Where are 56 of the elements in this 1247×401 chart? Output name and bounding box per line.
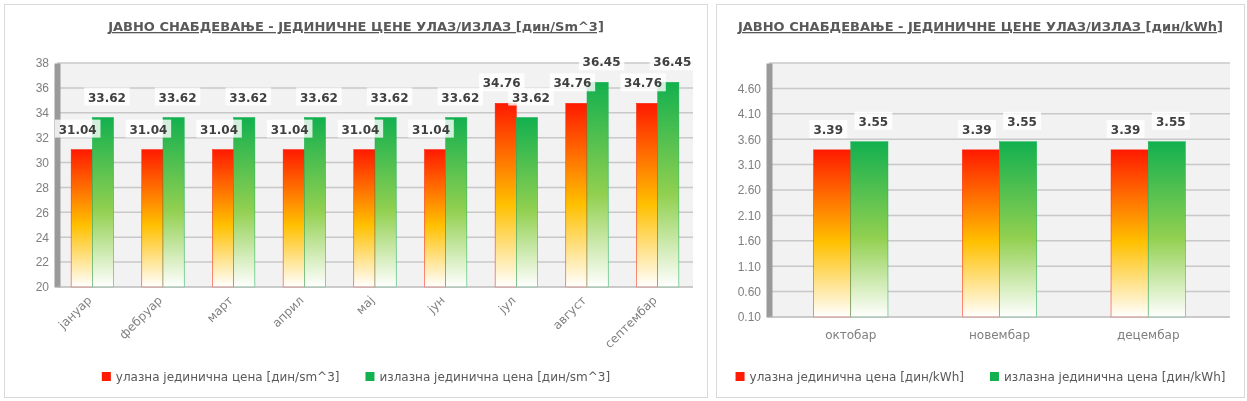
y-tick-label: 2.60 xyxy=(737,183,762,198)
y-tick-label: 0.60 xyxy=(737,284,762,299)
x-tick-label: јул xyxy=(495,293,519,317)
y-tick-label: 3.10 xyxy=(737,157,762,172)
y-tick-label: 28 xyxy=(35,180,50,195)
y-tick-label: 1.60 xyxy=(737,234,762,249)
legend-label: улазна јединична цена [дин/sm^3] xyxy=(115,370,340,384)
y-tick-label: 1.10 xyxy=(737,259,762,274)
data-label: 33.62 xyxy=(299,90,338,105)
data-label: 36.45 xyxy=(582,55,621,70)
x-tick-label: децембар xyxy=(1116,328,1180,342)
y-tick-label: 2.10 xyxy=(737,208,762,223)
data-label: 3.55 xyxy=(858,114,889,129)
data-label: 31.04 xyxy=(58,122,97,137)
y-tick-label: 26 xyxy=(35,205,50,220)
y-tick-label: 4.10 xyxy=(737,107,762,122)
data-label: 36.45 xyxy=(653,55,692,70)
x-tick-label: октобар xyxy=(825,328,877,342)
x-tick-label: новембар xyxy=(968,328,1031,342)
y-tick-label: 4.60 xyxy=(737,81,762,96)
data-label: 3.39 xyxy=(813,122,844,137)
data-label: 33.62 xyxy=(229,90,268,105)
data-label: 33.62 xyxy=(511,90,550,105)
y-tick-label: 20 xyxy=(35,280,50,295)
data-label: 31.04 xyxy=(200,122,239,137)
data-label: 3.55 xyxy=(1007,114,1037,129)
data-label: 3.55 xyxy=(1155,114,1186,129)
y-tick-label: 32 xyxy=(35,131,50,146)
data-label: 33.62 xyxy=(158,90,197,105)
data-label: 33.62 xyxy=(370,90,409,105)
y-tick-label: 34 xyxy=(35,106,50,121)
data-label: 31.04 xyxy=(341,122,380,137)
data-label: 33.62 xyxy=(87,90,126,105)
x-tick-label: јун xyxy=(424,293,448,317)
chart-title: ЈАВНО СНАБДЕВАЊЕ - ЈЕДИНИЧНЕ ЦЕНЕ УЛАЗ/ИЗЛАЗ [дин/kWh] xyxy=(736,19,1224,34)
legend-label: излазна јединична цена [дин/sm^3] xyxy=(379,370,611,384)
y-tick-label: 3.60 xyxy=(737,132,762,147)
data-label: 34.76 xyxy=(482,76,521,91)
data-label: 34.76 xyxy=(624,76,663,91)
legend-label: улазна јединична цена [дин/kWh] xyxy=(749,370,964,384)
y-tick-label: 38 xyxy=(35,56,50,71)
y-tick-label: 36 xyxy=(35,81,50,96)
y-tick-label: 22 xyxy=(35,255,50,270)
data-label: 31.04 xyxy=(412,122,451,137)
data-label: 3.39 xyxy=(1110,122,1141,137)
data-label: 33.62 xyxy=(441,90,480,105)
y-tick-label: 24 xyxy=(35,230,50,245)
data-label: 31.04 xyxy=(270,122,309,137)
data-label: 3.39 xyxy=(962,122,992,137)
x-tick-label: мај xyxy=(353,293,378,318)
y-tick-label: 0.10 xyxy=(737,310,762,325)
legend-label: излазна јединична цена [дин/kWh] xyxy=(1003,370,1226,384)
y-tick-label: 30 xyxy=(35,155,50,170)
chart-title: ЈАВНО СНАБДЕВАЊЕ - ЈЕДИНИЧНЕ ЦЕНЕ УЛАЗ/ИЗЛАЗ [дин/Sm^3] xyxy=(107,19,604,34)
data-label: 34.76 xyxy=(553,76,592,91)
data-label: 31.04 xyxy=(129,122,168,137)
